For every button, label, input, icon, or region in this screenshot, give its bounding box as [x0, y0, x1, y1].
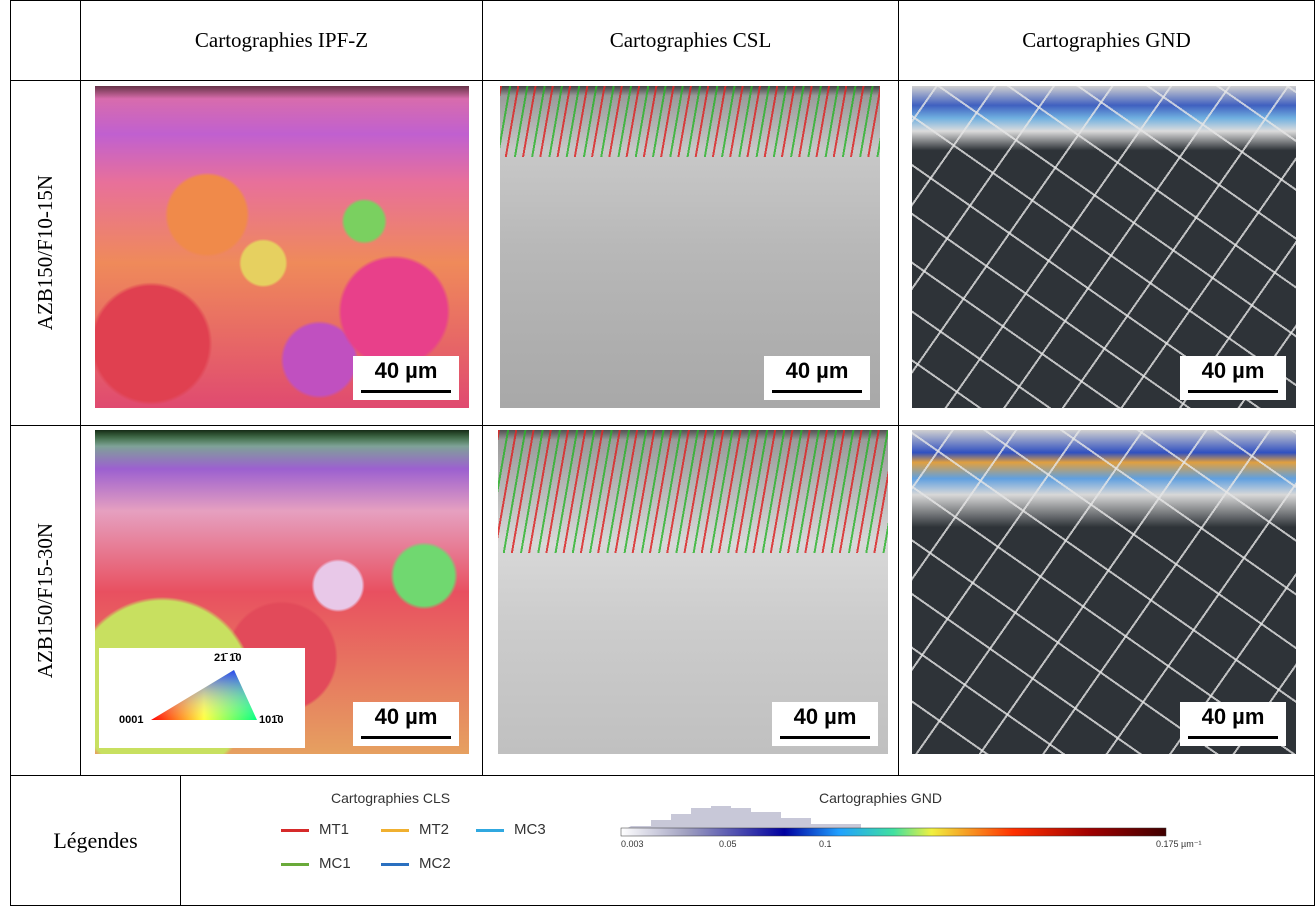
image-cell: 40 µm — [80, 80, 483, 426]
row-label: AZB150/F15-30N — [33, 522, 57, 679]
colorbar-tick-label: 0.05 — [719, 839, 737, 849]
legend-entry: MC1 — [319, 855, 351, 872]
legend-entry: MT2 — [419, 821, 449, 838]
gnd-histogram — [621, 806, 951, 832]
ipf-triangle-shade — [151, 670, 257, 720]
image-cell: 21̄ 1̄0 0001 101̄0 40 µm — [80, 425, 483, 776]
scale-bar: 40 µm — [772, 702, 878, 746]
colorbar-tick-label: 0.003 — [621, 839, 644, 849]
twin-band — [500, 86, 880, 157]
colorbar-tick-label: 0.1 — [819, 839, 832, 849]
legend-swatch — [381, 829, 409, 832]
ipf-triangle — [151, 670, 257, 720]
gnd-gradient — [620, 827, 1167, 837]
legend-entry: MC3 — [514, 821, 546, 838]
legend-swatch — [381, 863, 409, 866]
ipf-map: 21̄ 1̄0 0001 101̄0 40 µm — [95, 430, 469, 754]
legend-swatch — [476, 829, 504, 832]
header-cell: Cartographies IPF-Z — [80, 0, 483, 81]
legend-cell: Cartographies CLS Cartographies GND MT1 M… — [180, 775, 1315, 906]
ipf-key: 21̄ 1̄0 0001 101̄0 — [99, 648, 305, 748]
scale-bar: 40 µm — [1180, 702, 1286, 746]
ipf-map: 40 µm — [95, 86, 469, 408]
csl-map: 40 µm — [500, 86, 880, 408]
header-text: Cartographies GND — [1022, 28, 1191, 52]
scale-bar: 40 µm — [1180, 356, 1286, 400]
header-cell: Cartographies GND — [898, 0, 1315, 81]
header-text: Cartographies IPF-Z — [194, 28, 369, 52]
scale-bar: 40 µm — [764, 356, 870, 400]
header-text: Cartographies CSL — [609, 28, 772, 52]
legend-entry: MT1 — [319, 821, 349, 838]
header-cell: Cartographies CSL — [482, 0, 899, 81]
image-cell: 40 µm — [482, 80, 899, 426]
gnd-map: 40 µm — [912, 86, 1296, 408]
gnd-map: 40 µm — [912, 430, 1296, 754]
csl-map: 40 µm — [498, 430, 888, 754]
image-cell: 40 µm — [898, 425, 1315, 776]
colorbar-tick-label: 0.175 µm⁻¹ — [1156, 839, 1202, 849]
legend-swatch — [281, 863, 309, 866]
ipf-key-label: 101̄0 — [259, 714, 284, 726]
gnd-colorbar — [620, 806, 1167, 837]
twin-band — [498, 430, 888, 554]
ipf-key-label: 0001 — [119, 714, 144, 726]
legend-swatch — [281, 829, 309, 832]
row-label: AZB150/F10-15N — [33, 175, 57, 331]
row-label-cell: AZB150/F15-30N — [10, 425, 81, 776]
legend-label-cell: Légendes — [10, 775, 181, 906]
scale-bar: 40 µm — [353, 356, 459, 400]
legend-title: Cartographies GND — [819, 790, 942, 806]
ipf-key-label: 21̄ 1̄0 — [214, 652, 242, 664]
image-cell: 40 µm — [898, 80, 1315, 426]
row-label-cell: AZB150/F10-15N — [10, 80, 81, 426]
scale-bar: 40 µm — [353, 702, 459, 746]
corner-cell — [10, 0, 81, 81]
legend-title: Cartographies CLS — [331, 790, 451, 806]
image-cell: 40 µm — [482, 425, 899, 776]
legend-entry: MC2 — [419, 855, 451, 872]
legend-label: Légendes — [53, 827, 138, 853]
